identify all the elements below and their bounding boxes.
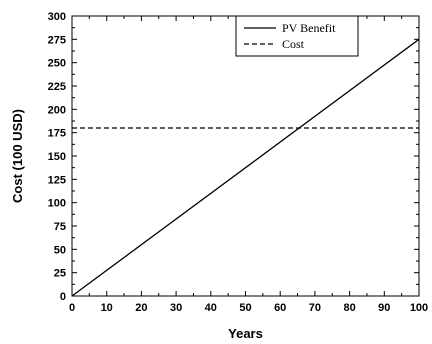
y-tick-label: 225 xyxy=(48,81,66,93)
x-tick-label: 30 xyxy=(170,302,182,314)
series-pv-benefit-line xyxy=(71,38,420,297)
x-tick-label: 90 xyxy=(378,302,390,314)
y-tick-label: 200 xyxy=(48,104,66,116)
y-tick-label: 250 xyxy=(48,58,66,70)
y-axis-title: Cost (100 USD) xyxy=(10,109,25,203)
x-tick-label: 70 xyxy=(309,302,321,314)
x-tick-label: 0 xyxy=(69,302,75,314)
y-tick-label: 25 xyxy=(54,268,66,280)
y-tick-label: 300 xyxy=(48,11,66,23)
y-tick-label: 175 xyxy=(48,128,66,140)
x-tick-label: 40 xyxy=(205,302,217,314)
y-tick-label: 275 xyxy=(48,34,66,46)
plot-frame xyxy=(71,15,420,297)
legend-label-cost: Cost xyxy=(282,37,305,51)
y-tick-label: 125 xyxy=(48,174,66,186)
series-layer xyxy=(71,38,420,297)
legend-box xyxy=(235,15,359,57)
x-tick-label: 100 xyxy=(410,302,428,314)
ticks-layer: 0 10 20 30 40 50 60 70 80 90 100 0 25 50 75 100 125 150 17… xyxy=(48,11,429,314)
y-tick-label: 150 xyxy=(48,151,66,163)
x-tick-label: 60 xyxy=(274,302,286,314)
x-tick-label: 10 xyxy=(101,302,113,314)
x-axis-title: Years xyxy=(228,326,263,341)
y-tick-label: 75 xyxy=(54,221,66,233)
x-tick-label: 50 xyxy=(239,302,251,314)
x-tick-label: 80 xyxy=(343,302,355,314)
legend: PV Benefit Cost xyxy=(235,15,359,57)
legend-label-pv-benefit: PV Benefit xyxy=(282,21,336,35)
x-tick-label: 20 xyxy=(135,302,147,314)
y-tick-label: 0 xyxy=(60,291,66,303)
y-tick-label: 50 xyxy=(54,244,66,256)
y-tick-label: 100 xyxy=(48,198,66,210)
